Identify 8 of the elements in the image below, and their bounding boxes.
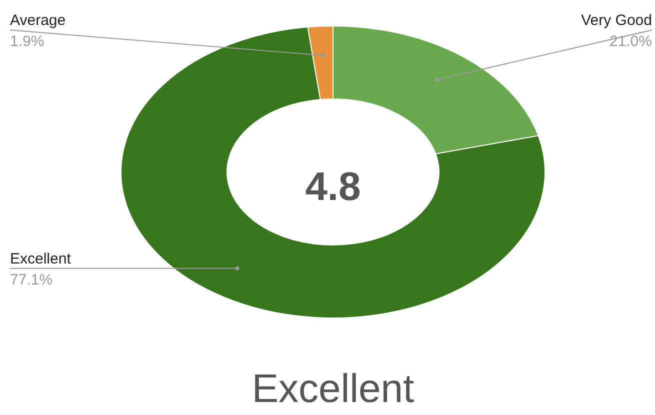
slice-label: Excellent [10, 250, 72, 268]
text: 4.8 [305, 165, 361, 209]
text: Excellent [252, 367, 414, 411]
data-label: 77.1% [10, 271, 53, 288]
slice-label: Very Good [581, 12, 652, 29]
data-label: 21.0% [609, 33, 652, 50]
slice-label: Average [10, 12, 66, 29]
data-label: 1.9% [10, 33, 44, 50]
